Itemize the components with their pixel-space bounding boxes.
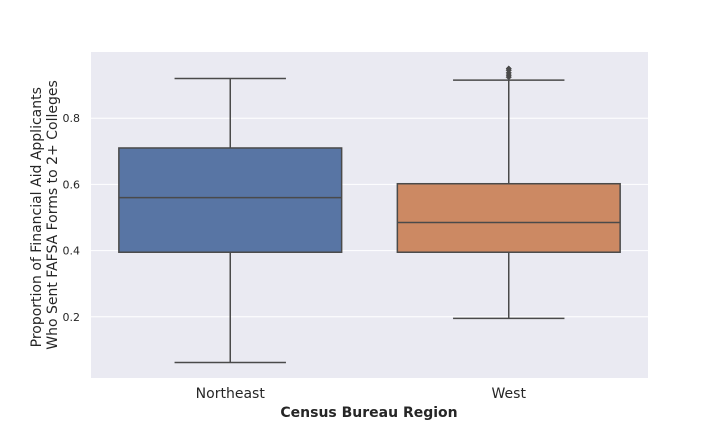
- y-axis-label-line-1: Proportion of Financial Aid Applicants: [29, 87, 45, 347]
- y-tick-label: 0.8: [63, 112, 81, 125]
- box-northeast: [118, 77, 343, 364]
- y-axis-ticks: 0.2 0.4 0.6 0.8: [63, 112, 81, 324]
- outlier-point: [505, 65, 512, 72]
- y-tick-label: 0.2: [63, 311, 81, 324]
- box-west: [396, 65, 621, 320]
- y-tick-label: 0.4: [63, 245, 81, 258]
- x-tick-label: West: [492, 386, 527, 402]
- iqr-box: [396, 182, 621, 253]
- iqr-box: [118, 147, 343, 253]
- y-axis-label: Proportion of Financial Aid Applicants W…: [29, 80, 61, 350]
- x-tick-label: Northeast: [196, 386, 266, 402]
- y-tick-label: 0.6: [63, 178, 81, 191]
- box-plots: [118, 65, 621, 364]
- x-axis-ticks: Northeast West: [196, 386, 527, 402]
- x-axis-label: Census Bureau Region: [280, 405, 457, 421]
- y-axis-label-line-2: Who Sent FAFSA Forms to 2+ Colleges: [45, 80, 61, 350]
